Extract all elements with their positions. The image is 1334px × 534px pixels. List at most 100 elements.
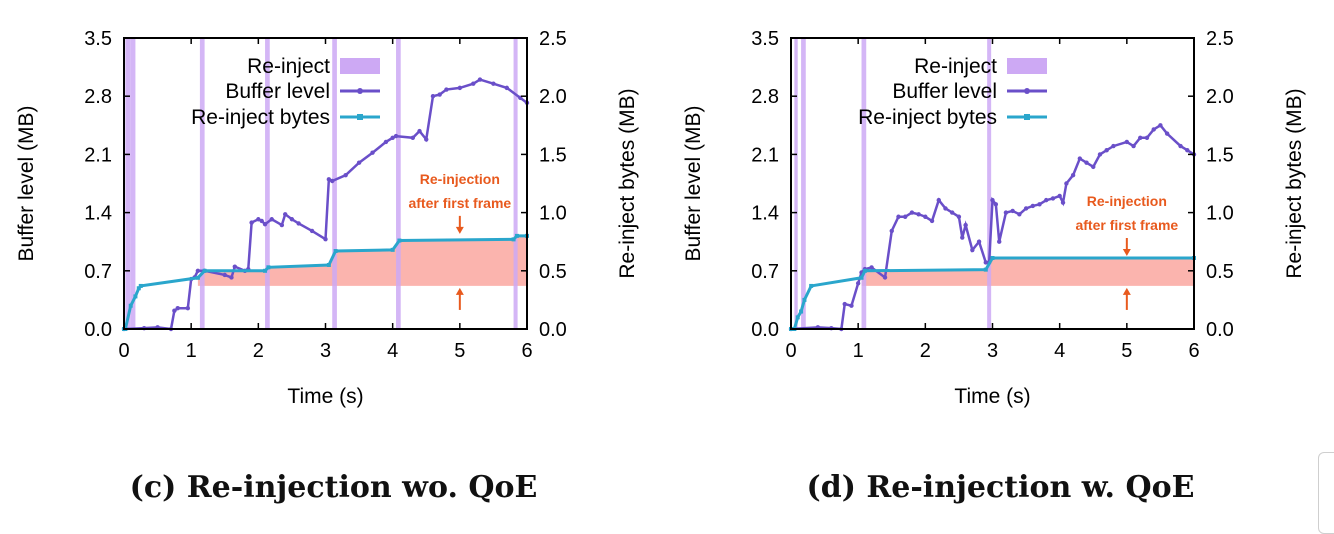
buffer-level-point <box>1091 164 1096 170</box>
buffer-level-point <box>960 235 965 240</box>
scroll-tab[interactable] <box>1318 452 1334 534</box>
buffer-level-point <box>256 217 261 222</box>
reinject-bytes-point <box>390 247 395 252</box>
reinject-bytes-point <box>136 286 141 291</box>
buffer-level-point <box>390 135 395 140</box>
y2-tick-label: 1.0 <box>539 203 567 225</box>
buffer-level-point <box>1124 139 1130 145</box>
buffer-level-point <box>1138 135 1143 140</box>
legend-swatch-reinject <box>340 58 380 74</box>
buffer-level-point <box>916 212 921 217</box>
buffer-level-point <box>222 272 227 278</box>
reinject-bytes-point <box>511 237 516 242</box>
buffer-level-point <box>1084 160 1089 165</box>
buffer-level-point <box>1050 196 1056 201</box>
buffer-level-point <box>283 212 288 217</box>
buffer-level-point <box>417 128 422 134</box>
reinject-band <box>861 38 867 329</box>
buffer-level-point <box>956 214 962 219</box>
y2-axis-label: Re-inject bytes (MB) <box>1283 88 1306 278</box>
reinject-bytes-point <box>263 268 268 273</box>
y-tick-label: 0.0 <box>84 319 112 341</box>
buffer-level-point <box>997 239 1002 244</box>
y-tick-label: 1.4 <box>84 203 112 225</box>
buffer-level-point <box>1158 123 1163 128</box>
buffer-level-point <box>491 81 496 86</box>
y-tick-label: 0.7 <box>751 261 779 283</box>
reinject-band <box>513 38 518 329</box>
reinject-bytes-point <box>859 275 864 280</box>
buffer-level-point <box>983 260 988 265</box>
buffer-level-point <box>1104 148 1109 153</box>
annotation-line-2: after first frame <box>408 195 511 211</box>
y-tick-label: 2.1 <box>751 144 779 166</box>
reinject-band <box>396 38 401 329</box>
buffer-level-point <box>424 137 429 142</box>
reinject-bytes-point <box>266 265 271 270</box>
buffer-level-point <box>1077 156 1083 161</box>
buffer-level-point <box>1111 143 1116 149</box>
reinject-bytes-point <box>990 255 995 260</box>
buffer-level-point <box>849 303 854 308</box>
reinject-band <box>987 38 992 329</box>
buffer-level-point <box>842 301 847 307</box>
buffer-level-point <box>1057 193 1062 199</box>
buffer-level-point <box>326 177 332 182</box>
buffer-level-point <box>1060 200 1066 205</box>
buffer-level-point <box>993 202 999 207</box>
buffer-level-point <box>232 264 238 269</box>
buffer-level-point <box>1017 212 1022 217</box>
buffer-level-point <box>444 87 449 92</box>
reinject-bytes-point <box>862 268 867 273</box>
buffer-level-point <box>289 217 295 222</box>
buffer-level-point <box>471 81 476 86</box>
buffer-level-point <box>889 228 894 234</box>
buffer-level-point <box>356 160 362 165</box>
legend-label-reinject: Re-inject <box>914 55 997 78</box>
y2-tick-label: 2.0 <box>1206 86 1234 108</box>
buffer-level-point <box>970 247 975 253</box>
annotation-line-1: Re-injection <box>1087 193 1167 209</box>
y2-tick-label: 2.5 <box>539 28 567 50</box>
buffer-level-point <box>393 133 399 139</box>
x-tick-label: 6 <box>521 340 532 362</box>
reinject-bytes-point <box>802 297 807 302</box>
buffer-level-point <box>504 85 510 91</box>
shaded-region <box>197 235 527 286</box>
x-tick-label: 4 <box>1054 340 1065 362</box>
y2-tick-label: 2.5 <box>1206 28 1234 50</box>
y2-tick-label: 0.0 <box>1206 319 1234 341</box>
annotation-line-1: Re-injection <box>420 171 500 187</box>
reinject-bytes-point <box>809 283 814 288</box>
y-tick-label: 2.8 <box>84 86 112 108</box>
x-tick-label: 2 <box>253 340 264 362</box>
buffer-level-point <box>296 221 301 226</box>
y2-tick-label: 0.5 <box>539 261 567 283</box>
buffer-level-point <box>902 214 908 219</box>
legend-label-reinject: Re-inject <box>247 55 330 78</box>
buffer-level-point <box>1037 202 1042 207</box>
caption-d: (d) Re-injection w. QoE <box>806 470 1195 505</box>
reinject-bytes-point <box>326 262 331 267</box>
buffer-level-point <box>195 268 201 273</box>
buffer-level-point <box>172 308 177 313</box>
legend-label-bytes: Re-inject bytes <box>191 106 330 129</box>
buffer-level-point <box>936 197 941 203</box>
y-tick-label: 2.1 <box>84 144 112 166</box>
buffer-level-point <box>309 228 315 234</box>
annotation-line-2: after first frame <box>1075 217 1178 233</box>
x-tick-label: 2 <box>920 340 931 362</box>
x-tick-label: 0 <box>118 340 129 362</box>
buffer-level-point <box>1023 206 1029 211</box>
y-axis-label: Buffer level (MB) <box>15 106 38 262</box>
buffer-level-point <box>869 265 874 270</box>
x-tick-label: 3 <box>320 340 331 362</box>
buffer-level-point <box>1097 152 1103 157</box>
reinject-bytes-point <box>333 249 338 254</box>
legend-swatch-reinject <box>1007 58 1047 74</box>
buffer-level-point <box>1003 210 1009 215</box>
x-tick-label: 5 <box>1121 340 1132 362</box>
buffer-level-point <box>262 222 268 227</box>
x-tick-label: 4 <box>387 340 398 362</box>
buffer-level-point <box>990 197 995 203</box>
